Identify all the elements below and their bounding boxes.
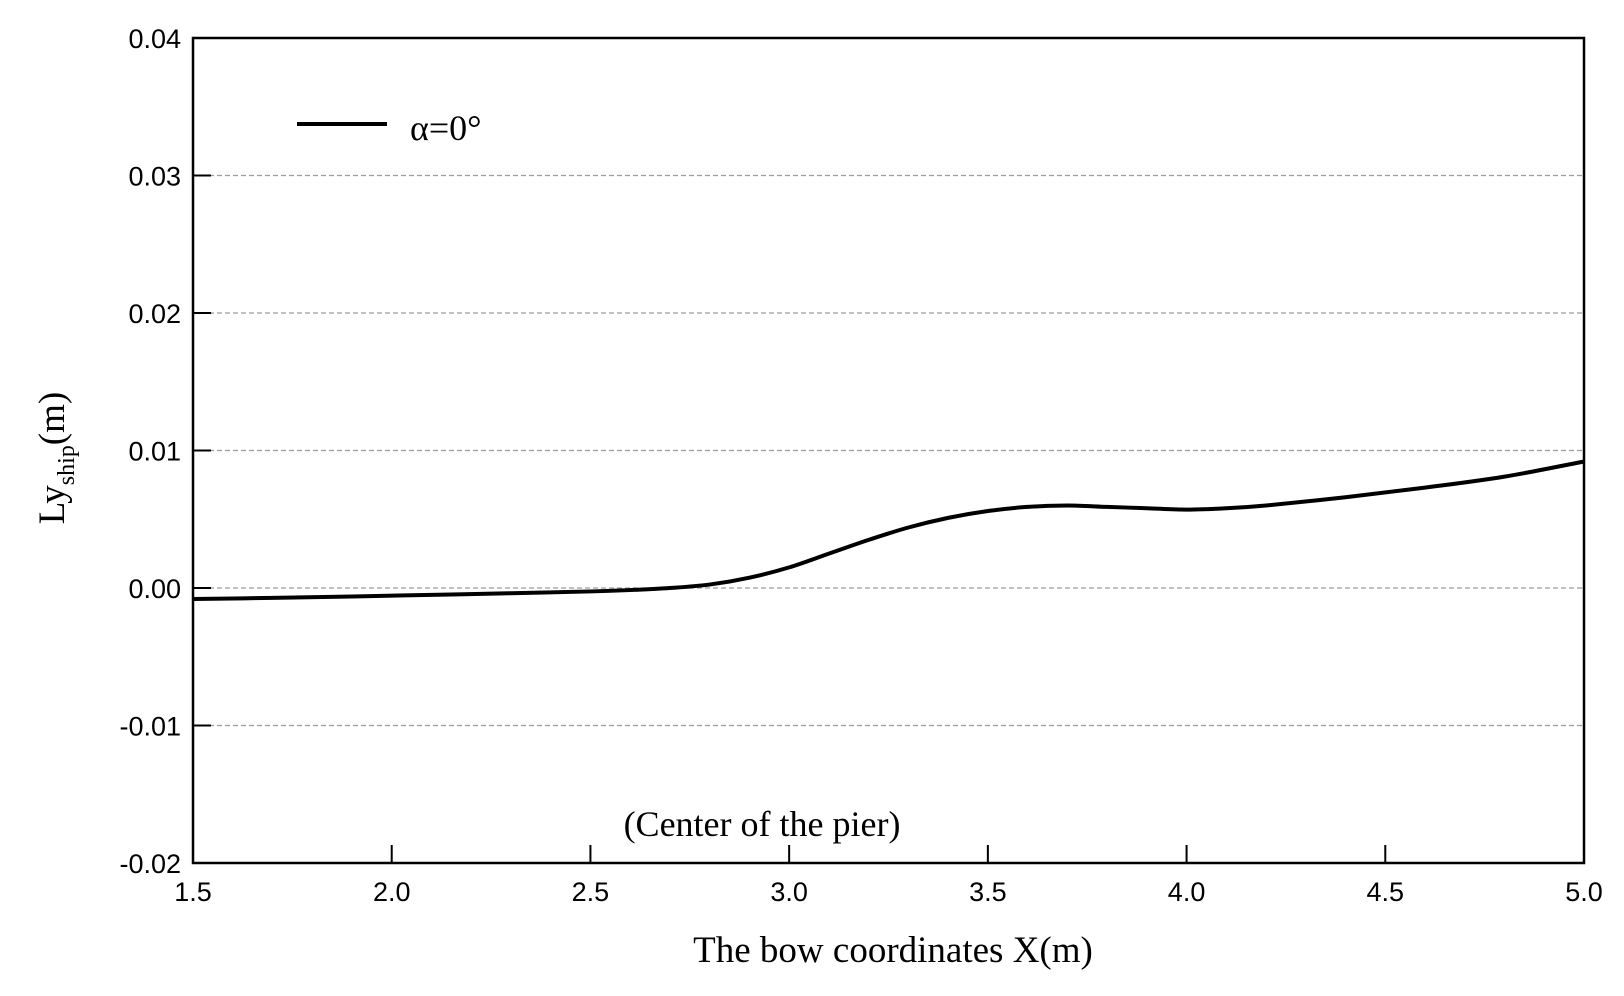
y-tick-label: 0.00 [128,574,181,604]
y-tick-label: 0.03 [128,162,181,192]
x-tick-label: 5.0 [1565,877,1603,907]
series-line-alpha-0 [192,459,1585,601]
y-axis-title: Lyship(m) [32,392,80,525]
y-tick-label: 0.04 [128,24,181,54]
y-axis-title-subscript: ship [54,445,80,485]
x-tick-label: 3.0 [770,877,808,907]
x-tick-label: 1.5 [174,877,212,907]
y-tick-label: 0.02 [128,299,181,329]
svg-text:Lyship(m): Lyship(m) [32,392,80,525]
x-tick-label: 2.5 [572,877,610,907]
legend: α=0° [297,108,482,148]
x-tick-label: 4.0 [1168,877,1206,907]
axis-ticks: -0.02 -0.01 0.00 0.01 0.02 0.03 0.04 1.5 2.0 2.5 3… [119,24,1602,907]
x-tick-label: 4.5 [1367,877,1405,907]
y-axis-title-unit: (m) [32,392,73,445]
y-axis-title-main: Ly [32,485,73,525]
x-tick-label: 3.5 [969,877,1007,907]
annotation-center-of-pier: (Center of the pier) [624,804,901,844]
x-tick-label: 2.0 [373,877,411,907]
y-tick-label: -0.02 [119,849,181,879]
grid-lines [193,174,1584,727]
x-axis-title: The bow coordinates X(m) [693,930,1093,971]
y-tick-label: 0.01 [128,437,181,467]
series-lines [192,459,1585,601]
y-tick-label: -0.01 [119,712,181,742]
legend-label: α=0° [410,108,482,148]
